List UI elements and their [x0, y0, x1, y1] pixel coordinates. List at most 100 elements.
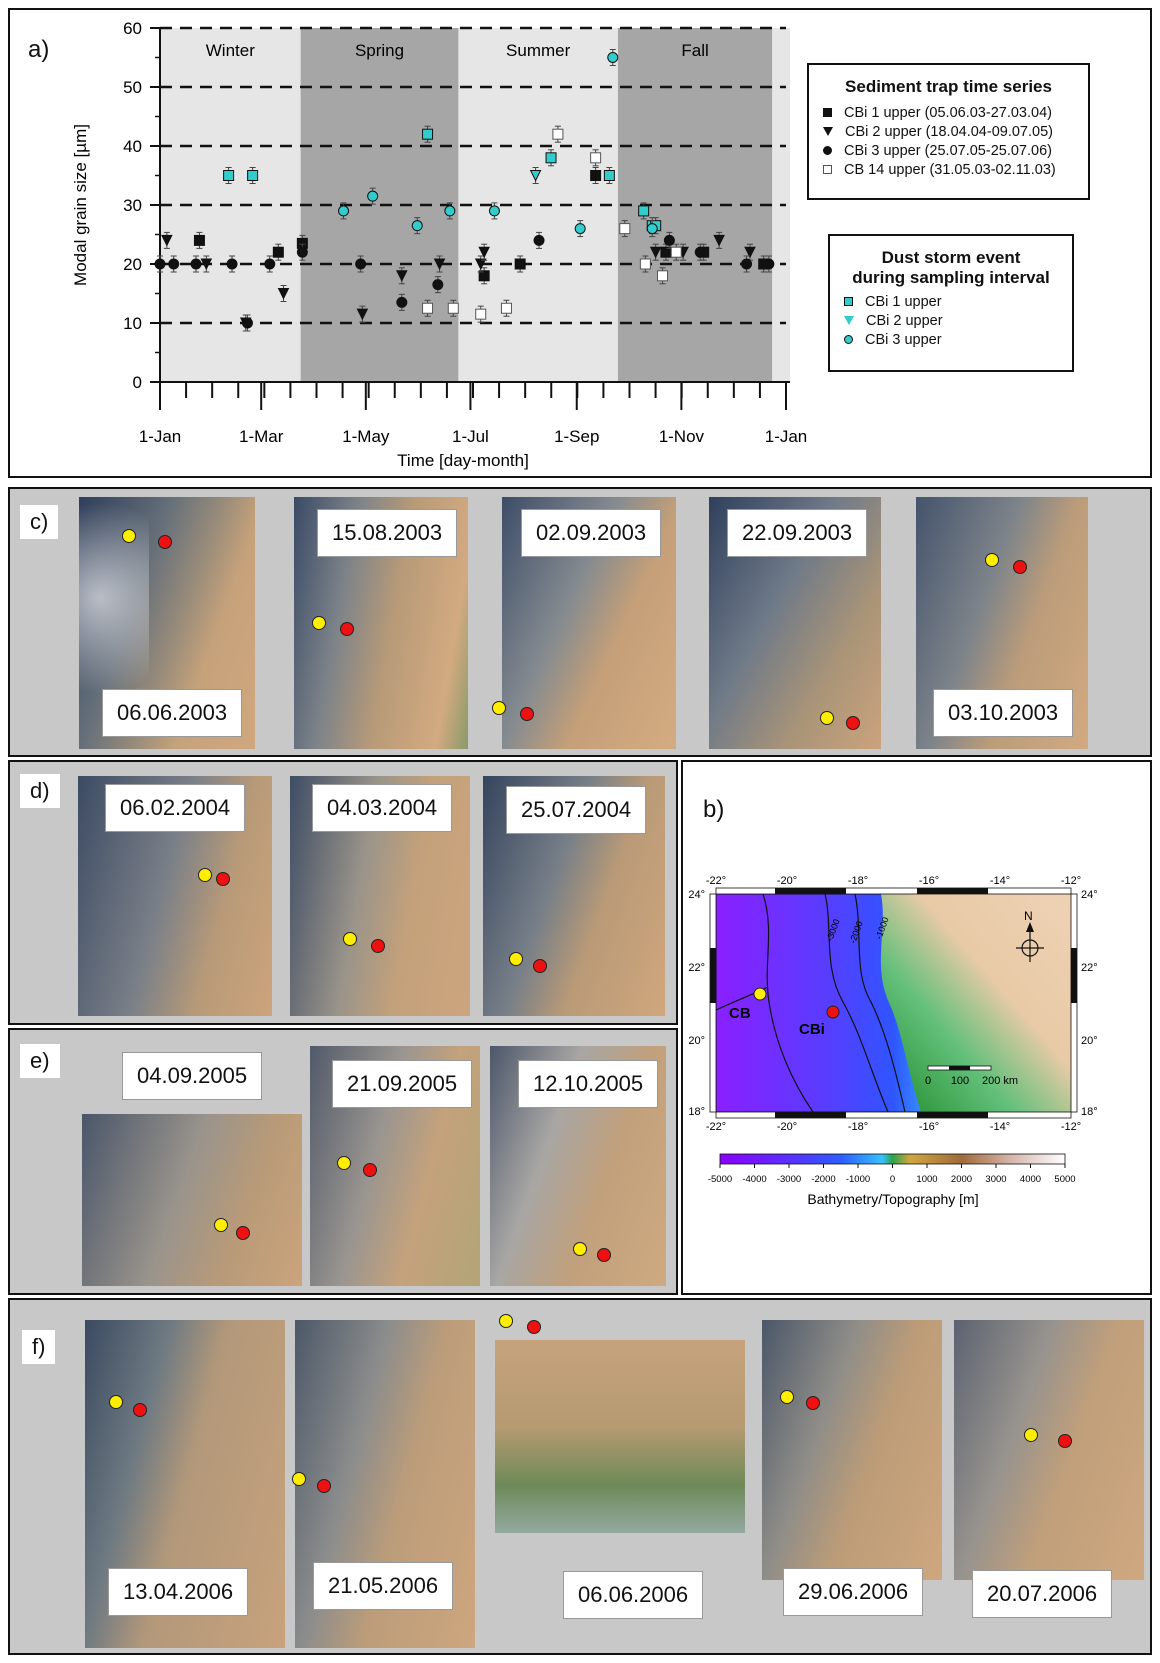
season-label: Spring: [355, 41, 404, 60]
data-point-series-1: [744, 246, 756, 259]
date-label: 04.09.2005: [122, 1052, 263, 1100]
satellite-image-f3: [495, 1340, 745, 1533]
y-tick-label: 20: [123, 255, 142, 274]
y-tick-label: 60: [123, 19, 142, 38]
date-label: 02.09.2003: [521, 509, 662, 557]
panel-a: a) Winter Spring Summer Fall 0 10 20 30 40 50 60 1-…: [8, 8, 1152, 478]
legend-marker-icon: [823, 146, 832, 155]
date-label: 29.06.2006: [783, 1568, 924, 1616]
data-point-series-2: [154, 258, 166, 270]
data-point-series-5: [529, 170, 542, 182]
data-point-series-4: [223, 170, 235, 181]
marker-cbi-site: [826, 1005, 840, 1019]
legend-marker-icon: [844, 297, 853, 306]
season-label: Winter: [206, 41, 255, 60]
marker-cb-site: [499, 1314, 513, 1328]
colorbar: [719, 1153, 1066, 1165]
marker-cbi-site: [846, 716, 860, 730]
data-point-series-6: [367, 190, 379, 202]
season-label: Summer: [506, 41, 571, 60]
panel-d-label: d): [20, 774, 60, 808]
map-lon-label: -22°: [706, 1121, 726, 1133]
date-label: 04.03.2004: [312, 784, 453, 832]
data-point-series-3: [590, 152, 602, 164]
colorbar-tick-label: -1000: [846, 1174, 870, 1185]
satellite-image-f5: [954, 1320, 1144, 1580]
legend-marker-icon: [844, 316, 854, 325]
legend-entry-label: CB 14 upper (31.05.03-02.11.03): [844, 161, 1056, 178]
map-lon-label: -14°: [990, 875, 1010, 887]
site-label-cb: CB: [729, 1005, 751, 1022]
x-tick-label: 1-Jul: [452, 427, 489, 446]
marker-cb-site: [343, 932, 357, 946]
data-point-series-3: [552, 128, 564, 140]
legend-sediment-trap: Sediment trap time series CBi 1 upper (0…: [807, 63, 1090, 200]
x-tick-label: 1-Jan: [765, 427, 808, 446]
data-point-series-3: [500, 302, 512, 314]
data-point-series-4: [638, 205, 650, 217]
data-point-series-1: [277, 288, 290, 300]
legend-marker-icon: [823, 108, 832, 117]
date-label: 15.08.2003: [317, 509, 458, 557]
satellite-image-f4: [762, 1320, 942, 1580]
data-point-series-4: [603, 170, 615, 181]
date-label: 20.07.2006: [972, 1570, 1113, 1618]
colorbar-tick-label: -2000: [811, 1174, 835, 1185]
legend-entry-label: CBi 2 upper: [866, 312, 943, 329]
data-point-series-1: [478, 246, 490, 259]
panel-a-label: a): [28, 36, 50, 63]
marker-cb-site: [1024, 1428, 1038, 1442]
data-point-series-1: [356, 308, 369, 321]
marker-cb-site: [820, 711, 834, 725]
data-point-series-3: [619, 223, 631, 235]
marker-cb-site: [753, 987, 767, 1001]
data-point-series-6: [338, 205, 350, 217]
legend-entry-label: CBi 1 upper: [865, 293, 942, 310]
y-axis-label: Modal grain size [µm]: [71, 124, 90, 286]
data-point-series-1: [433, 258, 446, 271]
marker-cb-site: [337, 1156, 351, 1170]
season-label: Fall: [681, 41, 708, 60]
panel-b: b): [681, 760, 1152, 1295]
map-lon-label: -16°: [919, 1121, 939, 1133]
marker-cb-site: [214, 1218, 228, 1232]
data-point-series-6: [646, 223, 658, 235]
map-lat-label: 20°: [688, 1035, 705, 1047]
data-point-series-3: [422, 302, 434, 314]
data-point-series-2: [763, 258, 775, 270]
data-point-series-2: [396, 296, 408, 308]
map-lat-label: 20°: [1081, 1035, 1098, 1047]
data-point-series-4: [422, 128, 434, 140]
marker-cbi-site: [236, 1226, 250, 1240]
colorbar-tick-label: -3000: [777, 1174, 801, 1185]
colorbar-label: Bathymetry/Topography [m]: [807, 1191, 978, 1207]
data-point-series-4: [545, 152, 557, 164]
marker-cbi-site: [158, 535, 172, 549]
legend-entry: CBi 1 upper (05.06.03-27.03.04): [809, 103, 1088, 122]
date-label: 12.10.2005: [518, 1060, 659, 1108]
panel-c: c) 06.06.2003 15.08.2003 02.09.2003 22.0…: [8, 487, 1152, 757]
colorbar-tick-label: -4000: [742, 1174, 766, 1185]
data-point-series-2: [355, 258, 367, 270]
data-point-series-3: [657, 270, 669, 282]
data-point-series-2: [741, 258, 753, 270]
panel-e-label: e): [20, 1044, 60, 1078]
marker-cb-site: [492, 701, 506, 715]
north-label: N: [1024, 909, 1033, 923]
marker-cbi-site: [597, 1248, 611, 1262]
legend-entry: CB 14 upper (31.05.03-02.11.03): [809, 160, 1088, 179]
marker-cbi-site: [1013, 560, 1027, 574]
legend-entry-label: CBi 3 upper (25.07.05-25.07.06): [844, 142, 1052, 159]
panel-d: d) 06.02.2004 04.03.2004 25.07.2004: [8, 760, 678, 1025]
colorbar-tick-label: -5000: [708, 1174, 732, 1185]
marker-cbi-site: [363, 1163, 377, 1177]
scale-bar: [927, 1065, 992, 1071]
date-label: 22.09.2003: [727, 509, 868, 557]
data-point-series-2: [190, 258, 202, 270]
map-lat-label: 18°: [1081, 1106, 1098, 1118]
data-point-series-1: [713, 234, 725, 247]
legend-entry-label: CBi 1 upper (05.06.03-27.03.04): [844, 104, 1052, 121]
colorbar-tick-label: 5000: [1054, 1174, 1075, 1185]
date-label: 03.10.2003: [933, 689, 1074, 737]
legend-dust-storm-title-2: during sampling interval: [852, 268, 1050, 287]
